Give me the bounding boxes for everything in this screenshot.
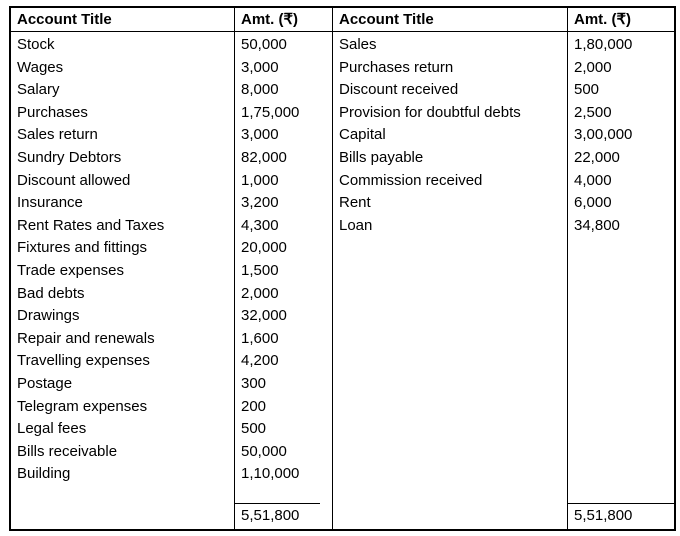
amount-cell: 1,000: [241, 171, 279, 189]
account-title-cell: Drawings: [17, 307, 80, 325]
amount-cell: 4,000: [574, 171, 612, 189]
amount-cell: 1,500: [241, 261, 279, 279]
amount-cell: 6,000: [574, 194, 612, 212]
account-title-cell: Salary: [17, 81, 60, 99]
account-title-cell: Repair and renewals: [17, 329, 155, 347]
right-title-rows: Sales Purchases return Discount received Pr…: [333, 32, 567, 503]
account-title-cell: Bills payable: [339, 148, 424, 166]
amount-cell: 2,500: [574, 103, 612, 121]
amount-cell: 1,10,000: [241, 465, 300, 483]
account-title-cell: Commission received: [339, 171, 483, 189]
amount-cell: 82,000: [241, 148, 287, 166]
amount-cell: 50,000: [241, 36, 287, 53]
right-total-rule: [568, 503, 674, 504]
left-title-header: Account Title: [11, 8, 234, 32]
right-total-value: 5,51,800: [574, 507, 633, 524]
account-title-cell: Stock: [17, 36, 55, 53]
amount-cell: 3,200: [241, 194, 279, 212]
left-total-cell: 5,51,800: [235, 503, 332, 529]
account-title-cell: Legal fees: [17, 420, 87, 438]
amount-cell: 500: [241, 420, 267, 438]
account-title-cell: Building: [17, 465, 71, 483]
amount-cell: 4,300: [241, 216, 279, 234]
account-title-cell: Capital: [339, 126, 386, 144]
amount-cell: 3,000: [241, 126, 279, 144]
amount-cell: 1,75,000: [241, 103, 300, 121]
left-title-column: Account Title Stock Wages Salary Purchases S…: [11, 8, 235, 529]
amount-cell: 300: [241, 374, 267, 392]
amount-cell: 1,80,000: [574, 36, 633, 53]
amount-cell: 20,000: [241, 239, 287, 257]
left-total-value: 5,51,800: [241, 507, 300, 524]
right-total-cell: 5,51,800: [568, 503, 674, 529]
account-title-cell: Telegram expenses: [17, 397, 148, 415]
amount-cell: 22,000: [574, 148, 620, 166]
account-title-cell: Loan: [339, 216, 373, 234]
account-title-cell: Sales: [339, 36, 377, 53]
right-total-spacer: [333, 503, 567, 529]
right-amount-column: Amt. (₹) 1,80,000 2,000 500 2,500 3,00,000 22…: [568, 8, 674, 529]
amount-cell: 500: [574, 81, 600, 99]
left-total-rule: [235, 503, 321, 504]
account-title-cell: Trade expenses: [17, 261, 125, 279]
right-title-header: Account Title: [333, 8, 567, 32]
amount-cell: 2,000: [574, 58, 612, 76]
account-title-cell: Purchases: [17, 103, 88, 121]
amount-cell: 32,000: [241, 307, 287, 325]
account-title-cell: Fixtures and fittings: [17, 239, 148, 257]
left-amount-column: Amt. (₹) 50,000 3,000 8,000 1,75,000 3,000 82…: [235, 8, 333, 529]
amount-cell: 8,000: [241, 81, 279, 99]
account-title-cell: Bad debts: [17, 284, 85, 302]
account-title-cell: Insurance: [17, 194, 83, 212]
account-title-cell: Purchases return: [339, 58, 454, 76]
account-title-cell: Rent: [339, 194, 371, 212]
left-amount-header: Amt. (₹): [235, 8, 332, 32]
amount-cell: 3,00,000: [574, 126, 633, 144]
right-amount-header: Amt. (₹): [568, 8, 674, 32]
amount-cell: 2,000: [241, 284, 279, 302]
account-title-cell: Provision for doubtful debts: [339, 103, 521, 121]
account-title-cell: Sundry Debtors: [17, 148, 122, 166]
amount-cell: 1,600: [241, 329, 279, 347]
amount-cell: 200: [241, 397, 267, 415]
account-title-cell: Rent Rates and Taxes: [17, 216, 165, 234]
left-total-spacer: [11, 503, 234, 529]
amount-cell: 4,200: [241, 352, 279, 370]
account-title-cell: Wages: [17, 58, 64, 76]
amount-cell: 50,000: [241, 442, 287, 460]
right-amount-rows: 1,80,000 2,000 500 2,500 3,00,000 22,000 4,000…: [568, 32, 674, 503]
account-title-cell: Postage: [17, 374, 73, 392]
account-title-cell: Discount allowed: [17, 171, 131, 189]
account-title-cell: Travelling expenses: [17, 352, 150, 370]
account-title-cell: Bills receivable: [17, 442, 118, 460]
amount-cell: 34,800: [574, 216, 620, 234]
left-amount-rows: 50,000 3,000 8,000 1,75,000 3,000 82,000 1,000…: [235, 32, 332, 503]
account-title-cell: Discount received: [339, 81, 459, 99]
account-title-cell: Sales return: [17, 126, 98, 144]
trial-balance-table: Account Title Stock Wages Salary Purchases S…: [9, 6, 676, 531]
right-title-column: Account Title Sales Purchases return Disco…: [333, 8, 568, 529]
amount-cell: 3,000: [241, 58, 279, 76]
left-title-rows: Stock Wages Salary Purchases Sales return Sun…: [11, 32, 234, 503]
